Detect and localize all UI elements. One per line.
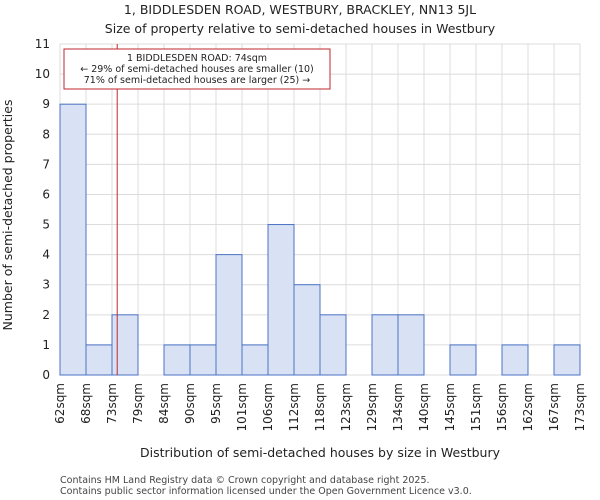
annotation-line-2: ← 29% of semi-detached houses are smalle…: [80, 64, 314, 75]
x-tick-label: 173sqm: [573, 383, 587, 431]
bar: [371, 314, 399, 376]
y-tick-label: 4: [42, 248, 50, 262]
bar: [189, 344, 217, 376]
bar: [215, 254, 243, 376]
y-axis-label: Number of semi-detached properties: [0, 100, 15, 331]
y-tick-label: 1: [42, 338, 50, 352]
bar: [449, 344, 477, 376]
x-tick-label: 95sqm: [209, 383, 223, 424]
x-tick-label: 112sqm: [287, 383, 301, 431]
x-tick-label: 156sqm: [495, 383, 509, 431]
x-axis-label: Distribution of semi-detached houses by …: [140, 445, 501, 460]
y-tick-label: 8: [42, 127, 50, 141]
footer-line-1: Contains HM Land Registry data © Crown c…: [60, 475, 430, 486]
y-tick-label: 3: [42, 278, 50, 292]
x-tick-labels: 62sqm 68sqm 73sqm 79sqm 84sqm 90sqm 95sqm 101sq…: [53, 383, 587, 431]
x-tick-label: 123sqm: [339, 383, 353, 431]
bar: [293, 284, 321, 376]
bar: [501, 344, 529, 376]
bar: [85, 344, 113, 376]
chart-title: 1, BIDDLESDEN ROAD, WESTBURY, BRACKLEY, …: [124, 2, 476, 17]
x-tick-label: 73sqm: [105, 383, 119, 424]
x-tick-label: 106sqm: [261, 383, 275, 431]
x-tick-label: 90sqm: [183, 383, 197, 424]
bar: [553, 344, 581, 376]
annotation-line-3: 71% of semi-detached houses are larger (…: [84, 75, 311, 86]
x-tick-label: 167sqm: [547, 383, 561, 431]
footer-line-2: Contains public sector information licen…: [60, 486, 472, 497]
bar: [267, 224, 295, 376]
bar: [59, 103, 87, 376]
x-tick-label: 101sqm: [235, 383, 249, 431]
y-tick-label: 0: [42, 368, 50, 382]
x-tick-label: 162sqm: [521, 383, 535, 431]
x-tick-label: 129sqm: [365, 383, 379, 431]
bars: [59, 103, 581, 376]
y-tick-label: 6: [42, 187, 50, 201]
x-tick-label: 84sqm: [157, 383, 171, 424]
annotation-box: 1 BIDDLESDEN ROAD: 74sqm ← 29% of semi-d…: [63, 48, 331, 90]
y-tick-label: 10: [35, 67, 50, 81]
x-tick-label: 140sqm: [417, 383, 431, 431]
bar: [241, 344, 269, 376]
x-tick-label: 145sqm: [443, 383, 457, 431]
x-tick-label: 134sqm: [391, 383, 405, 431]
y-tick-label: 11: [35, 37, 50, 51]
annotation-frame: [63, 48, 331, 90]
bar: [163, 344, 191, 376]
x-tick-label: 151sqm: [469, 383, 483, 431]
y-tick-label: 7: [42, 157, 50, 171]
chart-subtitle: Size of property relative to semi-detach…: [105, 21, 496, 36]
y-tick-label: 5: [42, 218, 50, 232]
y-tick-labels: 0 1 2 3 4 5 6 7 8 9 10 11: [35, 37, 50, 382]
y-tick-label: 2: [42, 308, 50, 322]
x-tick-label: 62sqm: [53, 383, 67, 424]
bar: [111, 314, 139, 376]
x-tick-label: 68sqm: [79, 383, 93, 424]
bar: [397, 314, 425, 376]
bar: [319, 314, 347, 376]
y-tick-label: 9: [42, 97, 50, 111]
x-tick-label: 118sqm: [313, 383, 327, 431]
x-tick-label: 79sqm: [131, 383, 145, 424]
annotation-line-1: 1 BIDDLESDEN ROAD: 74sqm: [127, 53, 267, 64]
